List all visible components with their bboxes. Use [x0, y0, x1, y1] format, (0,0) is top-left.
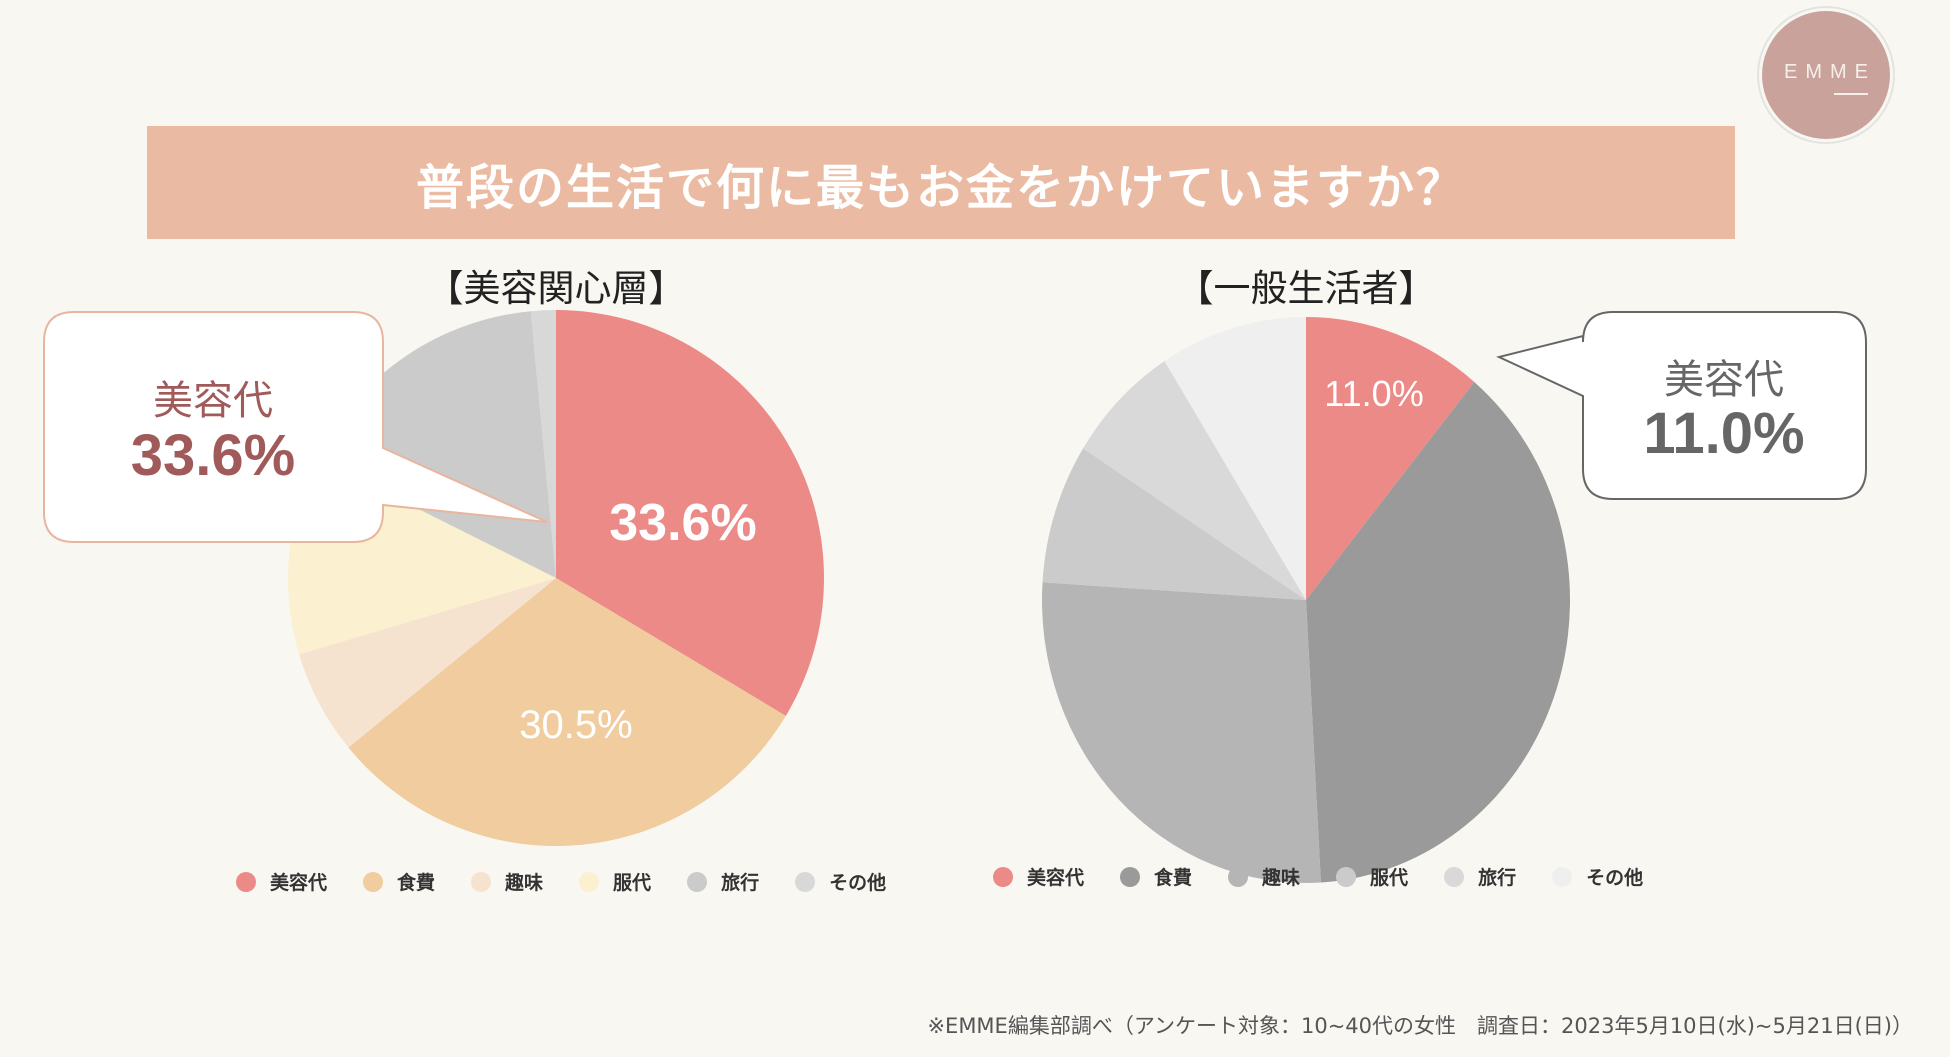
legend-label: 食費 — [397, 872, 436, 894]
pie-slice-2 — [348, 578, 786, 846]
legend-swatch — [236, 871, 256, 892]
legend-swatch — [1444, 866, 1465, 887]
legend-swatch — [1228, 866, 1249, 887]
pie-slice-6 — [530, 310, 556, 578]
legend-item: その他 — [795, 868, 886, 895]
right-callout-bubble — [1496, 311, 1867, 500]
legend-swatch — [363, 871, 384, 892]
pie-slice-6 — [1164, 317, 1306, 600]
legend-item: 服代 — [579, 868, 651, 895]
right-callout-label: 美容代 — [1664, 357, 1784, 403]
footnote: ※EMME編集部調べ（アンケート対象：10~40代の女性 調査日：2023年5月… — [927, 1014, 1913, 1038]
logo-text: EMME — [1784, 61, 1876, 83]
legend-item: 旅行 — [1444, 863, 1516, 890]
legend-item: 食費 — [363, 868, 435, 895]
pie-slice-3 — [1042, 582, 1321, 883]
emme-logo: EMME — [1762, 11, 1890, 139]
page-title: 普段の生活で何に最もお金をかけていますか？ — [415, 159, 1466, 216]
pie-slice-3 — [299, 578, 556, 748]
legend-label: 美容代 — [270, 872, 328, 894]
legend-swatch — [471, 871, 492, 892]
legend-label: 服代 — [1370, 867, 1409, 889]
legend-label: 食費 — [1154, 867, 1193, 889]
pie-slice-1 — [556, 310, 824, 716]
left-label-food: 30.5% — [519, 703, 632, 747]
left-legend: 美容代 食費 趣味 服代 旅行 その他 — [236, 868, 922, 895]
legend-swatch — [687, 871, 708, 892]
left-callout-bubble — [43, 311, 548, 543]
left-chart-title: 【美容関心層】 — [426, 267, 686, 310]
right-callout-value: 11.0% — [1643, 401, 1805, 466]
legend-label: その他 — [1586, 867, 1644, 889]
right-chart-title: 【一般生活者】 — [1176, 267, 1436, 310]
legend-item: 美容代 — [236, 868, 327, 895]
right-label-beauty: 11.0% — [1324, 373, 1423, 414]
legend-label: 旅行 — [1478, 867, 1517, 889]
pie-slice-4 — [1042, 448, 1306, 600]
legend-swatch — [1552, 866, 1573, 887]
legend-swatch — [1120, 866, 1141, 887]
pie-slice-1 — [1306, 317, 1475, 600]
legend-item: 趣味 — [471, 868, 543, 895]
legend-label: 旅行 — [721, 872, 760, 894]
left-label-beauty: 33.6% — [609, 494, 756, 552]
legend-item: 食費 — [1120, 863, 1192, 890]
left-callout-value: 33.6% — [130, 423, 296, 488]
pie-slice-5 — [1083, 361, 1306, 600]
legend-item: 趣味 — [1228, 863, 1300, 890]
title-banner: 普段の生活で何に最もお金をかけていますか？ — [147, 126, 1735, 239]
right-legend: 美容代 食費 趣味 服代 旅行 その他 — [993, 863, 1679, 890]
logo-underline — [1834, 93, 1868, 95]
legend-swatch — [993, 866, 1013, 887]
legend-item: 旅行 — [687, 868, 759, 895]
legend-label: その他 — [829, 872, 887, 894]
legend-swatch — [795, 871, 816, 892]
legend-swatch — [1336, 866, 1357, 887]
legend-item: 服代 — [1336, 863, 1408, 890]
legend-label: 美容代 — [1027, 867, 1085, 889]
legend-label: 服代 — [613, 872, 652, 894]
legend-label: 趣味 — [505, 872, 544, 894]
legend-label: 趣味 — [1262, 867, 1301, 889]
legend-item: その他 — [1552, 863, 1643, 890]
legend-swatch — [579, 871, 600, 892]
pie-slice-2 — [1306, 381, 1571, 883]
right-pie — [1042, 317, 1571, 883]
legend-item: 美容代 — [993, 863, 1084, 890]
left-callout-label: 美容代 — [153, 378, 273, 424]
